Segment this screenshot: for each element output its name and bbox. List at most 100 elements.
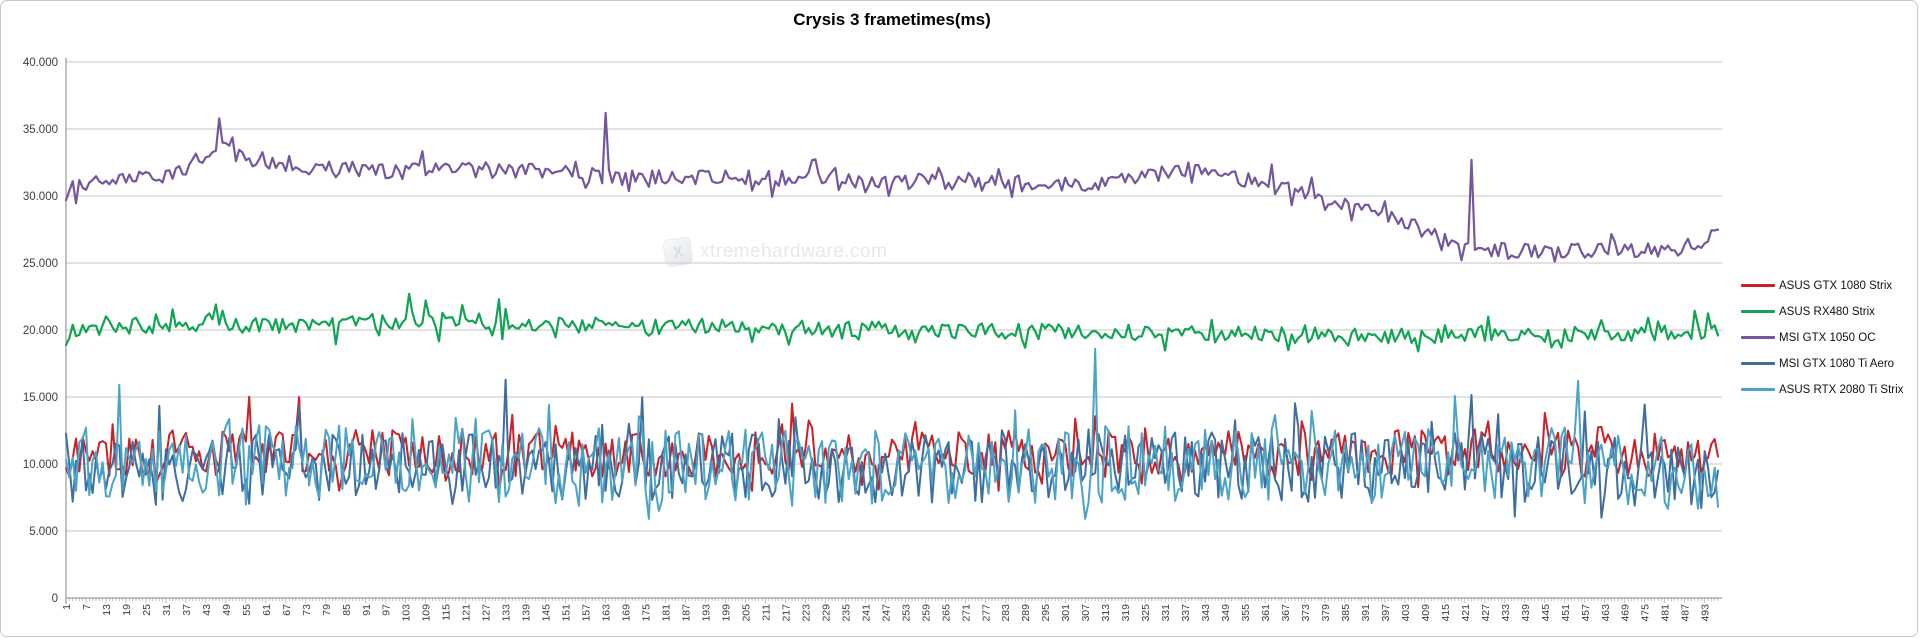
x-axis-label: 253 [900,604,912,622]
x-axis-label: 331 [1160,604,1172,622]
y-axis-label: 10.000 [23,459,58,471]
x-axis-label: 67 [281,604,293,616]
x-axis-label: 265 [940,604,952,622]
x-axis-label: 361 [1260,604,1272,622]
x-axis-label: 103 [401,604,413,622]
legend-label: ASUS GTX 1080 Strix [1779,279,1893,292]
x-axis-label: 79 [321,604,333,616]
x-axis-label: 211 [760,604,772,621]
x-axis-label: 463 [1600,604,1612,622]
legend-label: ASUS RTX 2080 Ti Strix [1779,383,1904,396]
x-axis-label: 169 [621,604,633,622]
x-axis-label: 229 [820,604,832,622]
x-axis-label: 193 [700,604,712,622]
x-axis-label: 43 [201,604,213,616]
x-axis-label: 91 [361,604,373,616]
x-axis-label: 121 [461,604,473,622]
legend-swatch [1741,387,1775,392]
x-axis-label: 235 [840,604,852,622]
x-axis-label: 133 [501,604,513,622]
legend-swatch [1741,361,1775,366]
x-axis-label: 145 [541,604,553,622]
series-line-asus-rtx-2080-ti-strix [65,347,1719,520]
x-axis-label: 175 [641,604,653,622]
x-axis-label: 109 [421,604,433,622]
y-axis-label: 0 [52,593,58,605]
x-axis-label: 391 [1360,604,1372,622]
x-axis-label: 325 [1140,604,1152,622]
x-axis-label: 439 [1520,604,1532,622]
legend-item: ASUS RX480 Strix [1741,303,1903,320]
y-axis-label: 25.000 [23,258,58,270]
x-axis-label: 295 [1040,604,1052,622]
x-axis-label: 139 [521,604,533,622]
x-axis-label: 481 [1660,604,1672,622]
x-axis-label: 127 [481,604,493,622]
x-axis-label: 355 [1240,604,1252,622]
y-axis-label: 35.000 [23,124,58,136]
x-axis-label: 397 [1380,604,1392,622]
x-axis-label: 151 [561,604,573,622]
x-axis-label: 403 [1400,604,1412,622]
x-axis-label: 283 [1000,604,1012,622]
x-axis-label: 19 [121,604,133,616]
x-axis-label: 349 [1220,604,1232,622]
x-axis-label: 163 [601,604,613,622]
x-axis-label: 217 [780,604,792,622]
x-axis-label: 415 [1440,604,1452,622]
x-axis-label: 25 [141,604,153,616]
y-axis-label: 5.000 [29,526,58,538]
legend-item: ASUS GTX 1080 Strix [1741,277,1903,294]
x-axis-label: 373 [1300,604,1312,622]
x-axis-label: 181 [661,604,673,622]
x-axis-label: 55 [241,604,253,616]
x-axis-label: 409 [1420,604,1432,622]
x-axis-label: 187 [681,604,693,622]
x-axis-label: 379 [1320,604,1332,622]
series-line-msi-gtx-1050-oc [64,111,1720,263]
legend-label: MSI GTX 1050 OC [1779,331,1876,344]
x-axis-label: 343 [1200,604,1212,622]
x-axis-label: 367 [1280,604,1292,622]
x-axis-label: 421 [1460,604,1472,622]
legend-swatch [1741,309,1775,314]
x-axis-label: 259 [920,604,932,622]
x-axis-label: 13 [101,604,113,616]
x-axis-label: 277 [980,604,992,622]
x-axis-label: 223 [800,604,812,622]
x-axis-label: 97 [381,604,393,616]
legend-label: ASUS RX480 Strix [1779,305,1875,318]
x-axis-label: 31 [161,604,173,616]
x-axis-label: 427 [1480,604,1492,622]
y-axis-label: 40.000 [23,57,58,69]
x-axis-label: 7 [81,604,93,610]
x-axis-label: 433 [1500,604,1512,622]
series-line-asus-rx480-strix [64,292,1720,353]
x-axis-label: 457 [1580,604,1592,622]
x-axis-label: 49 [221,604,233,616]
legend-swatch [1741,283,1775,288]
x-axis-label: 475 [1640,604,1652,622]
x-axis-label: 271 [960,604,972,622]
x-axis-label: 301 [1060,604,1072,622]
legend-swatch [1741,335,1775,340]
x-axis-label: 487 [1680,604,1692,622]
x-axis-label: 1 [61,604,73,610]
x-axis-label: 469 [1620,604,1632,622]
legend-label: MSI GTX 1080 Ti Aero [1779,357,1895,370]
x-axis-label: 85 [341,604,353,616]
x-axis-label: 445 [1540,604,1552,622]
x-axis-label: 337 [1180,604,1192,622]
x-axis-label: 289 [1020,604,1032,622]
x-axis-label: 451 [1560,604,1572,622]
x-axis-label: 73 [301,604,313,616]
legend-item: MSI GTX 1080 Ti Aero [1741,355,1903,372]
x-axis-label: 313 [1100,604,1112,622]
chart-title: Crysis 3 frametimes(ms) [793,10,991,29]
x-axis-label: 205 [740,604,752,622]
y-axis-label: 15.000 [23,392,58,404]
x-axis-label: 493 [1700,604,1712,622]
x-axis-label: 199 [720,604,732,622]
chart-legend: ASUS GTX 1080 Strix ASUS RX480 Strix MSI G… [1741,277,1903,398]
